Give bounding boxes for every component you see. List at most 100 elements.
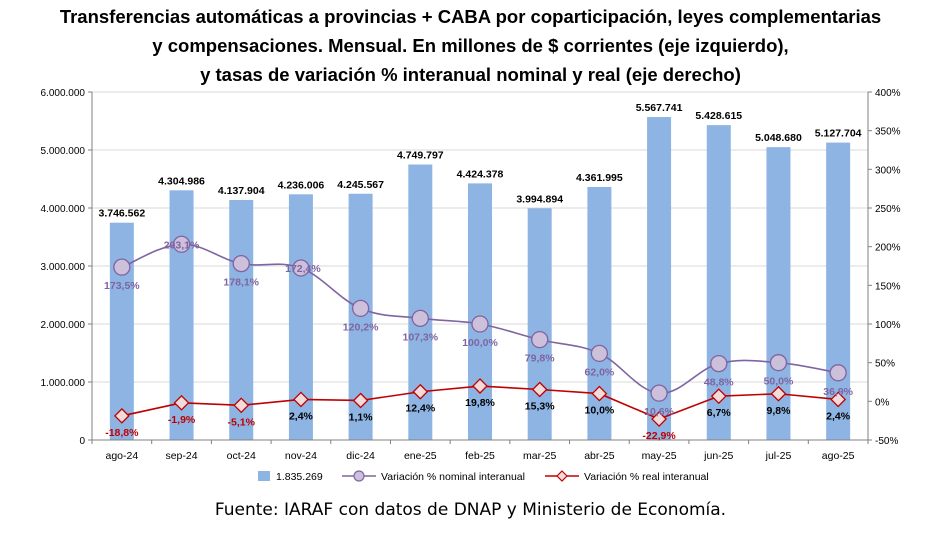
- line-series: [113, 235, 847, 427]
- nominal-series-point: [411, 309, 429, 328]
- bar-series: [109, 117, 851, 441]
- nominal-value-label: 120,2%: [343, 321, 379, 333]
- bar-value-label: 4.749.797: [397, 150, 444, 162]
- nominal-series-point: [232, 254, 250, 273]
- right-axis-tick-label: 100%: [875, 320, 901, 331]
- nominal-value-label: 107,3%: [402, 331, 438, 343]
- real-series-point: [352, 392, 369, 409]
- right-axis-tick-label: 250%: [875, 204, 901, 215]
- x-axis-tick-label: mar-25: [523, 450, 556, 462]
- nominal-series-point: [650, 384, 668, 402]
- real-series-point: [173, 394, 190, 411]
- nominal-series-point: [292, 259, 310, 277]
- x-axis-tick-label: ene-25: [404, 450, 437, 462]
- real-series-point: [233, 397, 250, 414]
- x-axis-tick-label: nov-24: [285, 450, 317, 462]
- x-axis-tick-label: feb-25: [465, 450, 495, 462]
- nominal-value-label: 36,9%: [823, 386, 853, 398]
- bar-value-label: 4.304.986: [158, 175, 205, 187]
- real-series-point: [531, 381, 548, 398]
- real-value-label: -22,9%: [642, 430, 676, 442]
- legend: 1.835.269 Variación % nominal interanual V…: [258, 470, 709, 483]
- nominal-series-point: [710, 354, 728, 373]
- real-series-point: [412, 383, 429, 400]
- right-axis-tick-label: 400%: [875, 88, 901, 99]
- left-axis-tick-label: 0: [79, 436, 85, 447]
- nominal-value-label: 203,1%: [164, 239, 200, 251]
- real-value-label: 12,4%: [405, 403, 435, 415]
- real-value-label: -5,1%: [228, 416, 256, 428]
- legend-swatch-real-marker: [556, 470, 568, 482]
- real-series-point: [591, 385, 608, 402]
- x-axis-tick-label: jun-25: [703, 450, 733, 462]
- nominal-series-point: [471, 315, 489, 333]
- nominal-value-label: 173,5%: [104, 280, 140, 292]
- real-value-label: 2,4%: [826, 410, 851, 422]
- left-axis-tick-label: 4.000.000: [41, 204, 86, 215]
- x-axis-tick-label: oct-24: [227, 450, 256, 462]
- x-axis-tick-label: sep-24: [165, 450, 197, 462]
- x-axis-tick-label: ago-25: [822, 450, 855, 462]
- nominal-series-point: [531, 330, 549, 349]
- real-series-point: [710, 388, 727, 405]
- legend-swatch-bars: [258, 471, 270, 481]
- chart-title-line-3: y tasas de variación % interanual nomina…: [200, 64, 741, 85]
- nominal-value-label: 48,8%: [704, 377, 734, 389]
- nominal-value-label: 62,0%: [584, 366, 614, 378]
- nominal-value-label: 172,4%: [285, 263, 321, 275]
- real-series-point: [293, 391, 309, 408]
- right-axis-tick-label: 350%: [875, 127, 901, 138]
- bar-value-label: 5.127.704: [815, 128, 862, 140]
- x-axis-tick-label: jul-25: [765, 450, 792, 462]
- legend-label-nominal: Variación % nominal interanual: [381, 471, 525, 483]
- nominal-series-point: [113, 258, 131, 276]
- real-series-point: [113, 407, 130, 424]
- right-axis-tick-label: 300%: [875, 165, 901, 176]
- x-axis-tick-label: abr-25: [584, 450, 615, 462]
- right-axis-tick-label: 200%: [875, 243, 901, 254]
- nominal-series-point: [769, 354, 788, 372]
- right-axis-tick-label: 50%: [875, 359, 895, 370]
- left-axis-tick-label: 3.000.000: [41, 262, 86, 273]
- nominal-series-point: [590, 344, 609, 363]
- legend-swatch-nominal-marker: [353, 470, 365, 482]
- legend-label-bars: 1.835.269: [276, 471, 323, 483]
- nominal-series-point: [829, 364, 847, 382]
- x-axis-tick-label: may-25: [642, 450, 677, 462]
- nominal-value-label: 50,0%: [764, 376, 794, 388]
- left-axis-tick-label: 6.000.000: [41, 88, 86, 99]
- legend-label-real: Variación % real interanual: [584, 471, 709, 483]
- bar: [527, 208, 552, 440]
- chart-title-line-2: y compensaciones. Mensual. En millones d…: [152, 35, 789, 56]
- bar: [109, 222, 134, 440]
- bar-value-label: 5.567.741: [636, 102, 683, 114]
- nominal-value-label: 79,8%: [525, 353, 555, 365]
- real-value-label: 10,0%: [584, 405, 614, 417]
- bar-value-label: 4.424.378: [457, 168, 504, 180]
- bar-value-label: 5.048.680: [755, 132, 802, 144]
- real-value-label: 15,3%: [525, 401, 555, 413]
- left-axis-tick-label: 5.000.000: [41, 146, 86, 157]
- real-series-point: [651, 411, 667, 427]
- left-axis-tick-label: 2.000.000: [41, 320, 86, 331]
- source-note: Fuente: IARAF con datos de DNAP y Minist…: [214, 500, 727, 520]
- right-axis-tick-label: 150%: [875, 281, 901, 292]
- bar: [468, 183, 492, 440]
- axes: 0 1.000.000 2.000.000 3.000.000 4.000.000 5.0…: [41, 88, 901, 462]
- real-value-label: -18,8%: [105, 427, 139, 439]
- nominal-value-label: 10,6%: [644, 406, 674, 418]
- nominal-value-label: 178,1%: [223, 277, 259, 289]
- chart-title: Transferencias automáticas a provincias …: [0, 2, 941, 89]
- real-series-point: [830, 391, 847, 408]
- real-series-point: [770, 385, 787, 402]
- bar-value-label: 5.428.615: [695, 110, 742, 122]
- bar-value-label: 3.994.894: [516, 193, 563, 205]
- real-value-label: 6,7%: [707, 407, 732, 419]
- x-axis-tick-label: ago-24: [105, 450, 138, 462]
- bar-value-label: 3.746.562: [98, 208, 145, 220]
- bar: [826, 142, 851, 440]
- real-value-label: 1,1%: [349, 411, 374, 423]
- x-axis-tick-label: dic-24: [346, 450, 375, 462]
- real-value-label: 9,8%: [766, 405, 791, 417]
- bar-value-label: 4.137.904: [218, 185, 265, 197]
